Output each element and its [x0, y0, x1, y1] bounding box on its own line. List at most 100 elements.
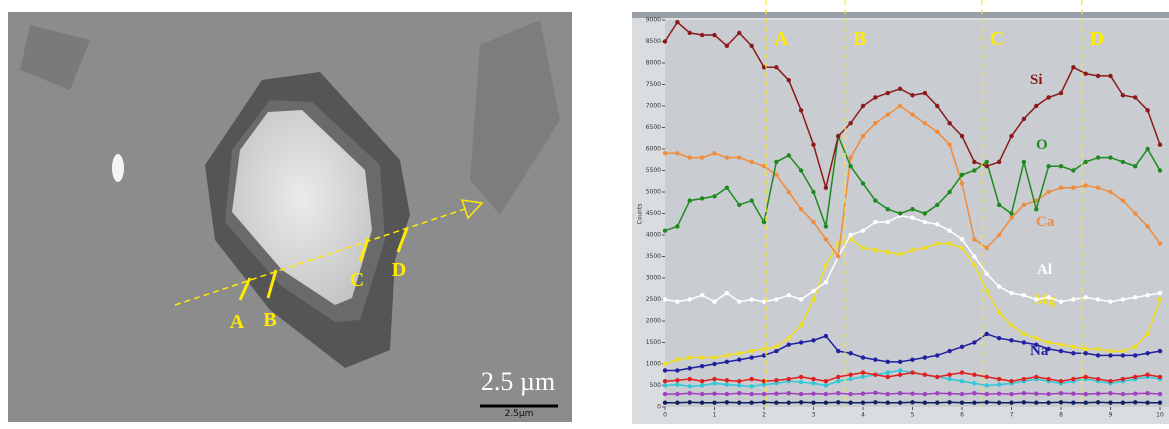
data-point	[687, 376, 692, 382]
data-point	[1058, 185, 1064, 190]
data-point	[1145, 400, 1150, 405]
data-point	[798, 297, 804, 302]
data-point	[836, 348, 841, 354]
data-point	[786, 153, 791, 158]
data-point	[947, 142, 952, 147]
chart-header	[632, 12, 1169, 18]
data-point	[1021, 340, 1027, 345]
data-point	[724, 353, 730, 358]
data-point	[1095, 185, 1101, 190]
data-point	[699, 383, 705, 388]
data-point	[1071, 185, 1076, 190]
data-point	[724, 359, 730, 365]
data-point	[996, 391, 1002, 396]
data-point	[724, 290, 730, 296]
data-point	[1145, 351, 1150, 356]
data-point	[860, 228, 866, 233]
data-point	[675, 19, 680, 25]
data-point	[737, 30, 742, 36]
data-point	[1133, 164, 1138, 169]
data-point	[860, 391, 866, 396]
data-point	[774, 65, 779, 70]
data-point	[1108, 400, 1113, 405]
y-tick-label: 5500	[646, 167, 661, 174]
data-point	[1046, 391, 1051, 397]
data-point	[935, 353, 940, 358]
data-point	[1145, 108, 1150, 113]
data-point	[1108, 189, 1113, 195]
data-point	[836, 391, 841, 396]
data-point	[972, 237, 977, 242]
data-point	[860, 400, 866, 405]
data-point	[1083, 346, 1088, 352]
data-point	[836, 379, 841, 384]
data-point	[897, 359, 903, 365]
data-point	[798, 391, 804, 397]
data-point	[1145, 331, 1150, 337]
data-point	[959, 370, 965, 375]
data-point	[823, 237, 829, 242]
data-point	[1157, 348, 1163, 354]
data-point	[737, 202, 742, 208]
arrow	[396, 227, 409, 253]
data-point	[786, 189, 791, 195]
data-point	[1046, 346, 1051, 352]
x-tick-label: 2	[762, 412, 766, 419]
data-point	[687, 198, 692, 203]
data-point	[935, 222, 940, 227]
data-point	[662, 391, 668, 397]
data-point	[1071, 351, 1076, 356]
data-point	[774, 381, 779, 386]
data-point	[786, 391, 791, 396]
data-point	[1157, 168, 1163, 173]
data-point	[860, 181, 866, 186]
data-point	[897, 86, 903, 92]
data-point	[687, 400, 692, 405]
y-tick-label: 8000	[646, 60, 661, 67]
data-point	[737, 351, 742, 356]
data-point	[897, 252, 903, 257]
data-point	[910, 391, 915, 396]
data-point	[724, 43, 730, 48]
data-point	[737, 299, 742, 304]
data-point	[1021, 400, 1027, 405]
data-point	[873, 357, 878, 362]
data-point	[910, 370, 915, 375]
data-point	[922, 90, 928, 96]
series-label: Mg	[1034, 292, 1056, 308]
data-point	[774, 400, 779, 405]
data-point	[662, 400, 668, 405]
data-point	[724, 382, 730, 387]
arrow	[358, 237, 370, 263]
data-point	[1009, 211, 1014, 216]
data-point	[1034, 336, 1039, 341]
point-arrows	[238, 227, 409, 301]
data-point	[1095, 346, 1101, 352]
data-point	[662, 361, 668, 367]
data-point	[873, 372, 878, 377]
data-point	[1157, 374, 1163, 380]
y-tick-label: 4000	[646, 232, 661, 239]
data-point	[786, 342, 791, 347]
data-point	[1108, 73, 1113, 79]
data-point	[1034, 391, 1039, 396]
data-point	[1133, 353, 1138, 358]
data-point	[774, 159, 779, 165]
data-point	[798, 340, 804, 345]
crystal-core	[232, 110, 372, 305]
data-point	[798, 207, 804, 212]
data-point	[712, 299, 717, 304]
data-point	[749, 159, 754, 165]
y-tick-label: 9000	[646, 17, 661, 24]
data-point	[687, 391, 692, 396]
data-point	[675, 400, 680, 405]
data-point	[1021, 116, 1027, 122]
data-point	[1034, 297, 1039, 302]
data-point	[873, 390, 878, 396]
data-point	[1058, 90, 1064, 96]
y-tick-label: 5000	[646, 189, 661, 196]
data-point	[1071, 297, 1076, 302]
data-point	[984, 391, 989, 397]
x-tick-label: 9	[1109, 412, 1113, 419]
